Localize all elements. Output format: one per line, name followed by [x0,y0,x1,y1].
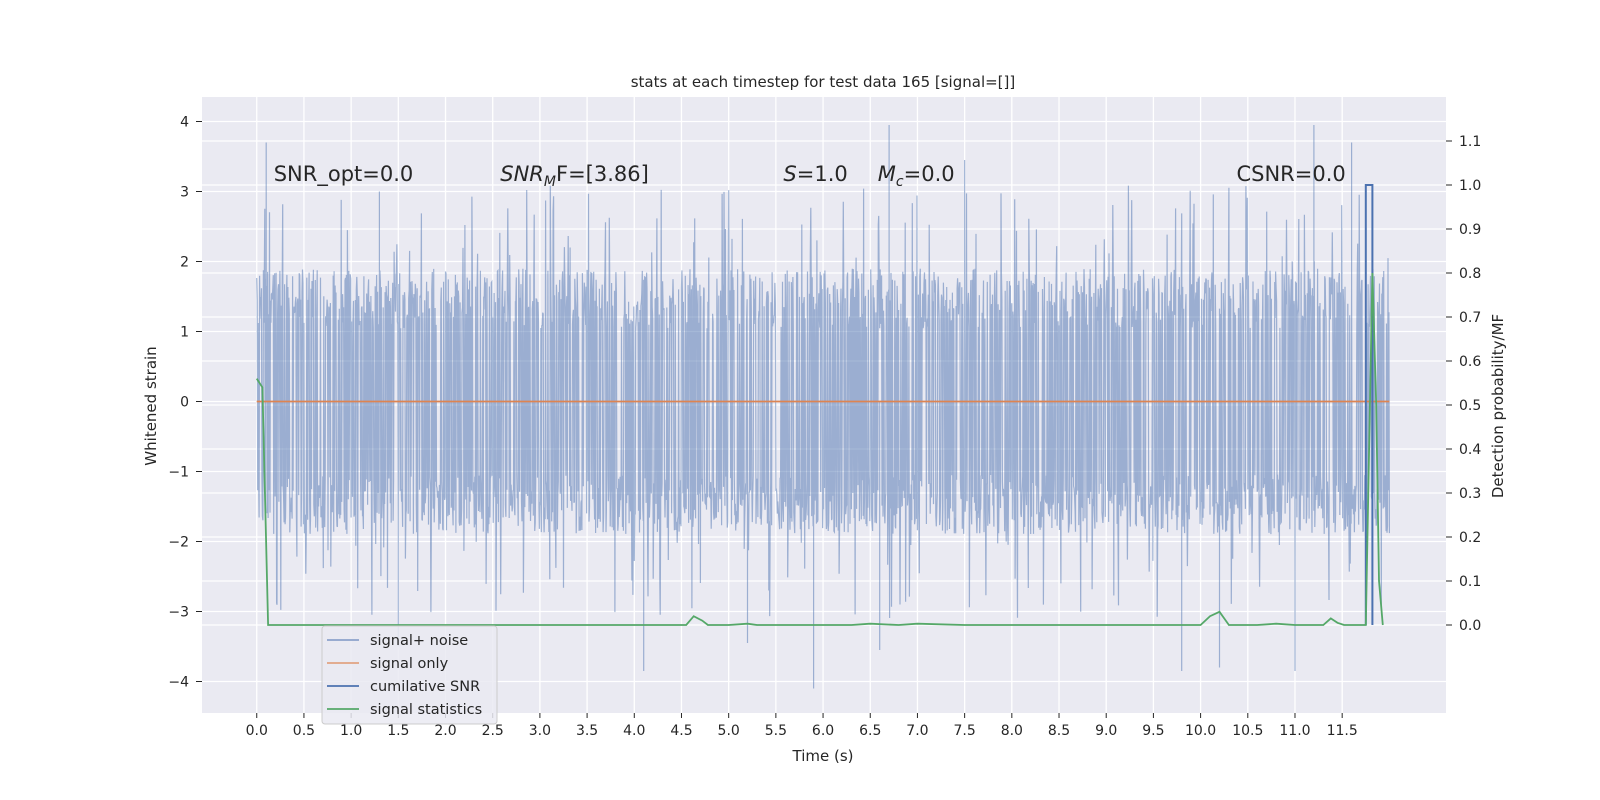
right-y-tick-label: 0.3 [1459,486,1481,502]
x-tick-label: 11.5 [1327,723,1358,739]
right-y-tick-label: 0.1 [1459,574,1481,590]
x-tick-label: 3.0 [529,723,551,739]
y-tick-label: −1 [168,465,189,481]
right-y-axis-ticks: 0.0 0.1 0.2 0.3 0.4 0.5 0.6 0.7 0.8 0.9 1.0 1.1 [1446,134,1481,634]
x-tick-label: 8.0 [1001,723,1023,739]
x-axis-label: Time (s) [792,747,854,765]
x-tick-label: 1.0 [340,723,362,739]
x-tick-label: 4.5 [670,723,692,739]
x-tick-label: 10.5 [1232,723,1263,739]
x-tick-label: 3.5 [576,723,598,739]
right-y-tick-label: 0.4 [1459,442,1481,458]
legend-label: signal statistics [370,702,482,718]
annotation-4: CSNR=0.0 [1236,162,1345,186]
annotation-3: Mc=0.0 [878,162,955,190]
x-tick-label: 4.0 [623,723,645,739]
y-tick-label: −3 [168,605,189,621]
legend: signal+ noise signal only cumilative SNR si… [321,625,498,725]
y-axis-label: Whitened strain [142,346,160,465]
series-cumilative-snr-line [1364,184,1374,625]
annotation-0: SNR_opt=0.0 [274,162,414,187]
right-y-tick-label: 0.2 [1459,530,1481,546]
x-tick-label: 6.0 [812,723,834,739]
x-tick-label: 5.5 [765,723,787,739]
x-axis-ticks: 0.0 0.5 1.0 1.5 2.0 2.5 3.0 3.5 4.0 4.5 5.0 5.5 6.0 6… [246,713,1358,739]
y-tick-label: −2 [168,535,189,551]
series-layer [255,125,1390,689]
legend-label: cumilative SNR [370,679,480,695]
right-y-tick-label: 0.5 [1459,398,1481,414]
y-tick-label: 1 [180,325,189,341]
right-y-tick-label: 0.6 [1459,354,1481,370]
x-tick-label: 11.0 [1279,723,1310,739]
y-tick-label: −4 [168,675,189,691]
x-tick-label: 1.5 [387,723,409,739]
x-tick-label: 0.5 [293,723,315,739]
y-tick-label: 2 [180,255,189,271]
x-tick-label: 0.0 [246,723,268,739]
x-tick-label: 5.0 [718,723,740,739]
right-y-tick-label: 1.1 [1459,134,1481,150]
x-tick-label: 6.5 [859,723,881,739]
x-tick-label: 7.0 [906,723,928,739]
y-tick-label: 0 [180,395,189,411]
chart-title: stats at each timestep for test data 165… [631,73,1016,91]
y-tick-label: 4 [180,115,189,131]
right-y-tick-label: 0.9 [1459,222,1481,238]
x-tick-label: 2.5 [482,723,504,739]
x-tick-label: 9.0 [1095,723,1117,739]
legend-label: signal only [370,656,449,672]
right-y-tick-label: 0.7 [1459,310,1481,326]
x-tick-label: 8.5 [1048,723,1070,739]
right-y-tick-label: 0.8 [1459,266,1481,282]
annotation-1: SNRMF=[3.86] [500,162,649,190]
y-tick-label: 3 [180,185,189,201]
x-tick-label: 7.5 [954,723,976,739]
x-tick-label: 10.0 [1185,723,1216,739]
x-tick-label: 2.0 [434,723,456,739]
x-tick-label: 9.5 [1142,723,1164,739]
annotation-2: S=1.0 [783,162,847,186]
right-y-tick-label: 1.0 [1459,178,1481,194]
legend-box [321,625,498,725]
right-y-axis-label: Detection probability/MF [1489,314,1507,498]
legend-label: signal+ noise [370,633,468,649]
annotation-layer: SNR_opt=0.0 SNRMF=[3.86] S=1.0 Mc=0.0 CSNR=0… [274,162,1346,190]
y-axis-ticks: −4 −3 −2 −1 0 1 2 3 4 [168,115,202,691]
right-y-tick-label: 0.0 [1459,618,1481,634]
series-signal-noise-line [256,125,1390,689]
series-signal-statistics-line [255,272,1384,626]
